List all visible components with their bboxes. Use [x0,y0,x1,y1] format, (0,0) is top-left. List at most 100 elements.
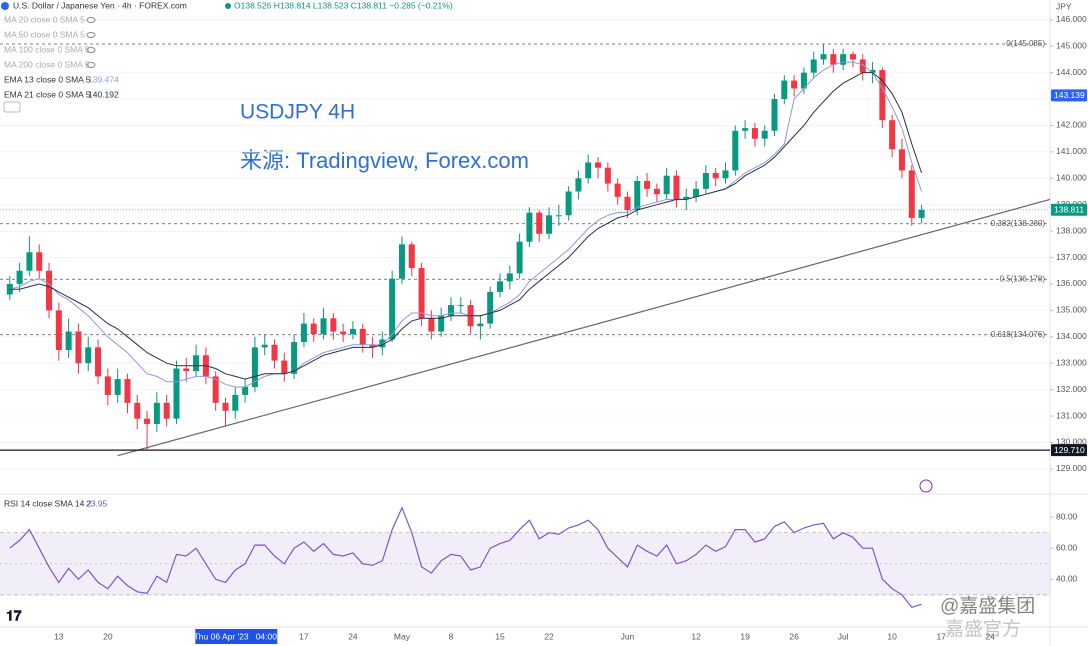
x-tick-label: 24 [985,631,995,641]
market-status [225,3,231,9]
event-icon[interactable] [919,479,933,493]
candle-body [300,323,307,343]
y-tick-label: 60.00 [1056,542,1078,552]
candle-body [732,130,739,171]
candle-body [46,270,53,311]
x-tick-label: Jun [621,631,635,641]
rsi-title[interactable]: RSI 14 close SMA 14 2 [4,498,92,508]
candle-body [565,191,572,216]
candle-body [869,70,876,73]
candle-body [408,244,415,269]
y-tick-label: 133.000 [1056,357,1087,367]
trendline [117,198,1051,457]
price-badge [1051,203,1087,216]
candle-body [644,180,651,189]
watermark: @嘉盛集团 [940,595,1035,617]
visibility-toggle[interactable] [86,32,96,38]
candle-body [555,215,562,217]
currency: JPY [1056,1,1072,11]
y-tick-label: 132.000 [1056,384,1087,394]
candle-body [810,59,817,73]
ema-line [9,72,923,380]
rsi-value: 23.95 [86,498,108,508]
visibility-toggle[interactable] [86,17,96,23]
crosshair-label-bg [195,629,278,644]
candle-body [624,196,631,210]
indicator-legend[interactable]: EMA 13 close 0 SMA 5 [4,74,91,84]
candle-body [104,376,111,395]
chart-layer: 129.000 130.000 131.000 132.000 133.000 134.0… [0,14,1087,644]
y-tick-label: 146.000 [1056,14,1087,24]
candle-body [359,328,366,345]
symbol-icon [1,2,9,10]
candle-body [791,80,798,89]
y-tick-label: 144.000 [1056,67,1087,77]
y-tick-label: 145.000 [1056,40,1087,50]
ohlc-quote: O138.526 H138.814 L138.523 C138.811 −0.2… [234,0,453,10]
x-tick-label: 17 [299,631,309,641]
candle-body [379,339,386,348]
candle-body [653,188,660,195]
candle-body [879,70,886,121]
candle-body [124,379,131,403]
candle-body [712,173,719,179]
indicator-legend[interactable]: MA 200 close 0 SMA 5 [4,59,90,69]
candle-body [526,212,533,242]
candle-body [761,130,768,139]
indicator-value: 140.192 [88,89,119,99]
x-tick-label: 24 [348,631,358,641]
price-badge-label: 138.811 [1054,204,1084,214]
candle-body [908,170,915,218]
candle-body [634,180,641,210]
candle-body [742,128,749,131]
candle-body [153,402,160,424]
candle-body [859,59,866,73]
indicator-legend[interactable]: MA 100 close 0 SMA 5 [4,44,90,54]
candle-body [546,215,553,234]
candle-body [477,323,484,327]
candle-body [310,323,317,335]
fib-label: 0.5(136.178) [1000,274,1046,283]
y-tick-label: 131.000 [1056,410,1087,420]
indicator-legend[interactable]: MA 20 close 0 SMA 5 [4,14,85,24]
candle-body [428,318,435,332]
indicator-value: 139.474 [88,74,119,84]
candle-body [702,173,709,189]
y-tick-label: 135.000 [1056,305,1087,315]
x-tick-label: 8 [449,631,454,641]
candle-body [193,355,200,372]
candle-body [457,305,464,307]
candle-body [683,196,690,200]
candle-body [291,342,298,374]
candle-body [349,328,356,335]
candle-body [232,394,239,411]
y-tick-label: 136.000 [1056,278,1087,288]
fib-label: 0.382(138.280) [991,219,1046,228]
collapse-button[interactable] [3,101,21,113]
visibility-toggle[interactable] [86,62,96,68]
candle-body [849,54,856,60]
indicator-legend[interactable]: EMA 21 close 0 SMA 5 [4,89,91,99]
symbol-title[interactable]: U.S. Dollar / Japanese Yen · 4h · FOREX.… [13,0,187,10]
y-tick-label: 40.00 [1056,574,1078,584]
candle-body [340,331,347,335]
candle-body [506,273,513,282]
candle-body [604,167,611,184]
price-badge [1051,89,1087,102]
candle-body [398,244,405,279]
y-tick-label: 134.000 [1056,331,1087,341]
indicator-legend[interactable]: MA 50 close 0 SMA 5 [4,29,85,39]
candle-body [261,344,268,348]
x-tick-label: 19 [740,631,750,641]
ema-line [9,61,923,388]
candle-body [889,120,896,150]
candle-body [212,376,219,403]
watermark: 嘉盛官方 [945,618,1021,640]
x-tick-label: Jul [838,631,849,641]
candle-body [487,291,494,324]
fib-label: 0.618(134.076) [991,330,1046,339]
visibility-toggle[interactable] [86,47,96,53]
candle-body [134,402,141,419]
